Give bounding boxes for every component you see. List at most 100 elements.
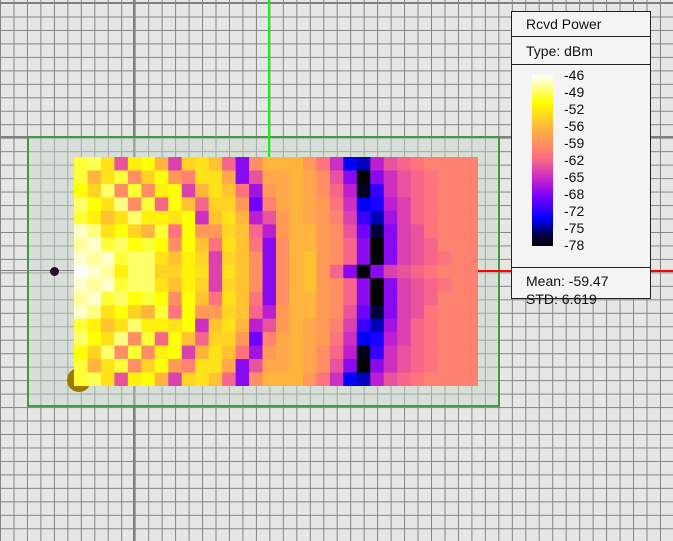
heatmap-cell <box>289 197 304 212</box>
heatmap-cell <box>181 359 196 374</box>
heatmap-cell <box>208 237 223 252</box>
heatmap-cell <box>370 305 385 320</box>
legend-type: Type: dBm <box>512 37 650 65</box>
heatmap-cell <box>343 157 358 171</box>
heatmap-cell <box>302 197 317 212</box>
heatmap-cell <box>329 264 344 279</box>
heatmap-cell <box>181 251 196 266</box>
heatmap-cell <box>222 224 237 239</box>
heatmap-cell <box>383 318 398 333</box>
heatmap-cell <box>276 305 290 320</box>
heatmap-cell <box>74 264 88 279</box>
heatmap-cell <box>154 372 169 386</box>
heatmap-cell <box>127 291 142 306</box>
heatmap-cell <box>329 210 344 225</box>
heatmap-cell <box>262 183 277 198</box>
heatmap-cell <box>114 210 129 225</box>
heatmap-cell <box>343 170 358 185</box>
heatmap-cell <box>127 197 142 212</box>
colorbar-tick-label: -49 <box>564 84 585 100</box>
heatmap-cell <box>74 224 88 239</box>
heatmap-cell <box>127 359 142 374</box>
heatmap-cell <box>154 237 169 252</box>
heatmap-cell <box>302 291 317 306</box>
heatmap-cell <box>410 278 425 293</box>
heatmap-cell <box>100 210 115 225</box>
heatmap-cell <box>464 210 478 225</box>
heatmap-cell <box>114 305 129 320</box>
heatmap-cell <box>168 157 183 171</box>
heatmap-cell <box>302 318 317 333</box>
legend-title: Rcvd Power <box>512 12 650 37</box>
heatmap-cell <box>410 237 425 252</box>
heatmap-cell <box>127 170 142 185</box>
receiver-route-line[interactable] <box>268 0 270 157</box>
heatmap-cell <box>168 291 183 306</box>
heatmap-cell <box>222 170 237 185</box>
heatmap-cell <box>141 372 156 386</box>
heatmap-cell <box>222 345 237 360</box>
legend-stats: Mean: -59.47 STD: 6.619 <box>512 268 650 308</box>
heatmap-cell <box>437 372 452 386</box>
heatmap-cell <box>343 291 358 306</box>
heatmap-cell <box>397 157 412 171</box>
heatmap-cell <box>410 264 425 279</box>
heatmap-cell <box>208 197 223 212</box>
heatmap-cell <box>262 318 277 333</box>
heatmap-cell <box>262 278 277 293</box>
heatmap-cell <box>249 332 264 347</box>
heatmap-cell <box>100 305 115 320</box>
heatmap-cell <box>114 264 129 279</box>
heatmap-cell <box>208 157 223 171</box>
heatmap-cell <box>87 183 102 198</box>
heatmap-cell <box>276 291 290 306</box>
heatmap-cell <box>451 359 466 374</box>
transmitter-point[interactable] <box>50 267 59 276</box>
heatmap-cell <box>302 210 317 225</box>
heatmap-cell <box>410 251 425 266</box>
heatmap-cell <box>249 318 264 333</box>
heatmap-cell <box>383 170 398 185</box>
heatmap-cell <box>383 359 398 374</box>
heatmap-cell <box>289 332 304 347</box>
heatmap-cell <box>208 278 223 293</box>
heatmap-cell <box>154 291 169 306</box>
heatmap-cell <box>262 264 277 279</box>
heatmap-cell <box>114 345 129 360</box>
heatmap-cell <box>100 291 115 306</box>
heatmap-cell <box>100 372 115 386</box>
heatmap-cell <box>397 237 412 252</box>
heatmap-cell <box>316 345 331 360</box>
heatmap-cell <box>262 359 277 374</box>
heatmap-cell <box>343 345 358 360</box>
heatmap-cell <box>74 183 88 198</box>
heatmap-cell <box>181 345 196 360</box>
heatmap-cell <box>114 157 129 171</box>
heatmap-cell <box>356 359 371 374</box>
heatmap-cell <box>141 318 156 333</box>
heatmap-cell <box>302 305 317 320</box>
heatmap-cell <box>370 345 385 360</box>
heatmap-cell <box>383 183 398 198</box>
heatmap-cell <box>249 264 264 279</box>
heatmap-cell <box>424 278 439 293</box>
heatmap-cell <box>302 359 317 374</box>
heatmap-cell <box>437 197 452 212</box>
heatmap-cell <box>235 183 250 198</box>
heatmap-cell <box>397 224 412 239</box>
heatmap-cell <box>87 157 102 171</box>
heatmap-cell <box>74 157 88 171</box>
heatmap-cell <box>437 251 452 266</box>
heatmap-cell <box>464 372 478 386</box>
heatmap-cell <box>195 359 210 374</box>
heatmap-cell <box>74 210 88 225</box>
heatmap-cell <box>276 332 290 347</box>
heatmap-cell <box>316 170 331 185</box>
heatmap-cell <box>276 345 290 360</box>
heatmap-cell <box>114 183 129 198</box>
colorbar-tick-label: -68 <box>564 186 585 202</box>
heatmap-cell <box>329 318 344 333</box>
heatmap-cell <box>141 278 156 293</box>
heatmap-cell <box>316 291 331 306</box>
heatmap-cell <box>222 318 237 333</box>
